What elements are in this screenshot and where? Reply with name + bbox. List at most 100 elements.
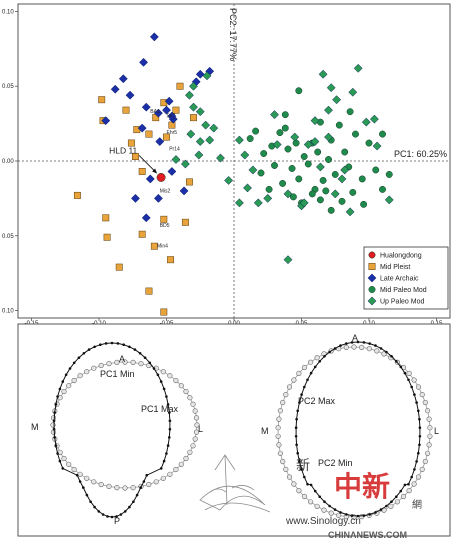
point-up-paleo-mod [234, 135, 244, 145]
pc2-max-outline-dot [343, 344, 349, 351]
point-up-paleo-mod [216, 153, 225, 163]
pc1-min-outline-dot [106, 361, 112, 367]
point-up-paleo-mod [324, 132, 333, 142]
pc2-min-outline-dot [410, 385, 414, 389]
pc2-min-outline-dot [323, 500, 326, 504]
pc2-max-outline-dot [283, 392, 289, 398]
point-mid-pleist [163, 133, 170, 141]
pc1-max-outline-dot [168, 427, 172, 431]
point-up-paleo-mod [303, 140, 313, 150]
point-mid-paleo-mod [281, 111, 289, 119]
watermark: 新 中新 網 www.Sinology.cn CHINANEWS.COM [199, 454, 422, 540]
pc1-min-outline-dot [50, 415, 57, 421]
pc2-min-outline-dot [333, 347, 337, 350]
pc1-max-outline-dot [93, 505, 96, 509]
point-late-archaic [167, 111, 177, 121]
pc1-min-outline-dot [192, 408, 198, 414]
pc2-max-outline-dot [336, 512, 342, 518]
pc2-min-outline-dot [300, 393, 303, 396]
pc2-min-outline-dot [313, 489, 317, 493]
pc1-label-M: M [31, 422, 39, 432]
point-up-paleo-mod [243, 183, 252, 193]
pc2-min-outline-dot [298, 460, 301, 463]
point-mid-pleist [160, 308, 168, 316]
pc2-max-outline-dot [400, 493, 407, 500]
pc1-min-outline-dot [178, 383, 184, 389]
pc1-max-outline-dot [87, 348, 91, 351]
point-mid-paleo-mod [338, 197, 346, 205]
point-up-paleo-mod [270, 110, 279, 120]
pc1-min-outline-dot [61, 388, 67, 395]
legend-label-2: Mid Pleist [380, 264, 410, 271]
point-mid-pleist [167, 256, 175, 264]
pc2-min-outline-dot [403, 371, 407, 375]
pc2-max-outline-dot [314, 503, 320, 509]
point-up-paleo-mod [353, 63, 363, 73]
pc1-max-outline-dot [78, 480, 82, 483]
pc2-min-outline-dot [350, 514, 354, 517]
point-up-paleo-mod [299, 198, 309, 208]
pc1-max-outline-dot [135, 493, 139, 497]
pc2-min-outline-dot [407, 482, 410, 486]
pc2-min-outline-dot [362, 341, 366, 344]
pc1-min-outline-dot [194, 422, 200, 428]
hld11-arrowhead [152, 168, 158, 174]
point-late-archaic [153, 193, 163, 203]
pc1-label-L: L [198, 424, 203, 434]
point-up-paleo-mod [184, 90, 194, 100]
watermark-logo-suffix: 網 [412, 498, 422, 511]
pc2-max-outline-dot [301, 493, 308, 500]
pc2-min-outline-dot [385, 350, 388, 354]
point-mid-pleist [181, 218, 189, 226]
point-mid-paleo-mod [379, 185, 386, 193]
point-mid-paleo-mod [257, 169, 265, 177]
pc2-min-outline-dot [318, 360, 322, 363]
y-axis-label: PC2: 17.77% [228, 8, 238, 61]
point-mid-paleo-mod [349, 188, 357, 196]
point-late-archaic [162, 105, 171, 115]
point-mid-paleo-mod [322, 187, 330, 195]
y-tick-label: 0.05 [2, 234, 14, 240]
point-mid-paleo-mod [365, 139, 373, 147]
pc2-min-outline-dot [413, 393, 416, 396]
pc2-max-outline-dot [283, 466, 289, 473]
pc2-max-outline-dot [411, 377, 417, 383]
pc1-max-outline-dot [89, 500, 92, 504]
pc1-min-label: PC1 Min [100, 369, 135, 379]
pc1-min-outline-dot [167, 471, 173, 477]
pc2-min-outline-dot [385, 504, 388, 508]
point-up-paleo-mod [195, 137, 205, 147]
pc1-min-outline-dot [114, 359, 120, 366]
pc2-max-outline-dot [286, 474, 293, 480]
legend-marker-4 [368, 286, 376, 293]
pc1-min-outline-dot [98, 362, 104, 369]
pc2-min-outline-dot [295, 417, 298, 421]
legend-marker-2 [368, 263, 376, 270]
pc1-max-outline-dot [97, 510, 101, 513]
point-mid-paleo-mod [288, 165, 296, 172]
pc2-min-outline-dot [374, 511, 377, 514]
pc2-max-outline-dot [406, 370, 412, 377]
pc2-min-outline-dot [395, 360, 398, 363]
specimen-label: Mis2 [160, 188, 171, 194]
pc2-min-outline-dot [328, 504, 331, 508]
pc1-max-outline-dot [61, 467, 65, 470]
pc2-max-outline-dot [419, 466, 425, 473]
pc1-max-outline-dot [168, 436, 171, 439]
point-up-paleo-mod [186, 129, 196, 139]
point-up-paleo-mod [337, 174, 347, 184]
y-tick-label: 0.10 [2, 9, 14, 15]
pc2-min-outline-dot [300, 468, 303, 471]
point-late-archaic [149, 32, 159, 42]
pc1-max-outline-dot [138, 352, 142, 355]
point-late-archaic [167, 167, 177, 176]
point-mid-paleo-mod [304, 160, 312, 168]
pc2-min-outline-dot [390, 355, 393, 358]
point-mid-pleist [122, 106, 130, 114]
pc1-min-outline-dot [61, 455, 67, 462]
pc2-min-outline-dot [395, 495, 398, 499]
pc2-max-outline-dot [427, 433, 433, 439]
pc1-min-outline-dot [178, 461, 184, 467]
point-up-paleo-mod [205, 135, 215, 145]
point-up-paleo-mod [189, 102, 198, 112]
